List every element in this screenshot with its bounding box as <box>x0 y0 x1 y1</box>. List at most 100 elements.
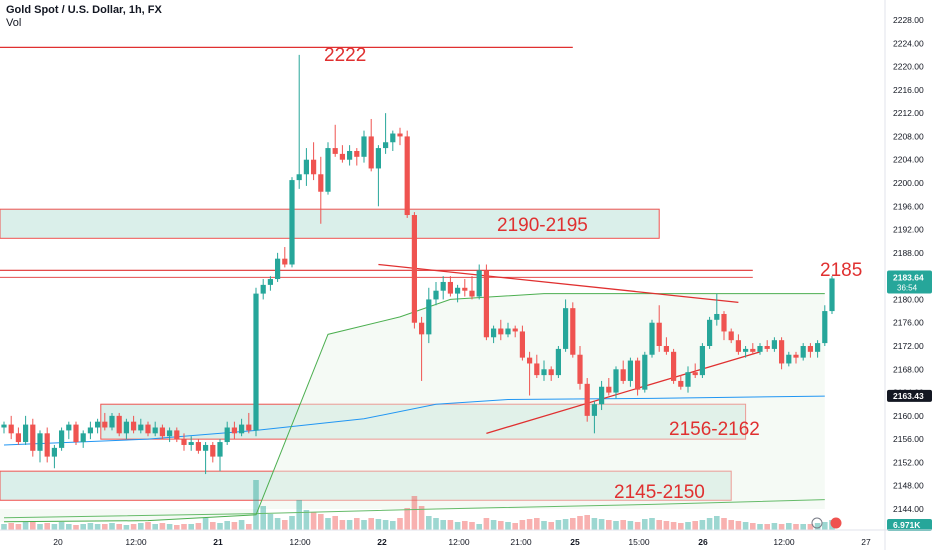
x-tick-label: 12:00 <box>289 537 311 547</box>
volume-bar <box>382 520 389 530</box>
volume-bar <box>742 522 749 530</box>
zone-label-2156-2162: 2156-2162 <box>669 419 760 440</box>
candle-body <box>548 369 554 376</box>
volume-bar <box>109 523 115 530</box>
x-tick-label: 12:00 <box>773 537 795 547</box>
candle-body <box>123 421 129 434</box>
volume-bar <box>296 500 302 530</box>
volume-bar <box>325 518 331 530</box>
y-tick-label: 2224.00 <box>893 38 924 48</box>
level-label-2222: 2222 <box>324 45 366 66</box>
volume-bar <box>202 518 209 530</box>
candle-body <box>649 322 655 355</box>
candle-body <box>807 346 813 352</box>
volume-bar <box>534 518 540 530</box>
volume-bar <box>368 518 374 530</box>
trend-line <box>378 263 739 303</box>
volume-bar <box>490 520 497 530</box>
candle-body <box>642 354 648 390</box>
candle-body <box>267 279 273 285</box>
volume-bar <box>649 518 655 530</box>
y-tick-label: 2212.00 <box>893 108 924 118</box>
zone-label-2145-2150: 2145-2150 <box>614 482 705 503</box>
candle-body <box>375 148 381 169</box>
candle-body <box>505 328 511 335</box>
volume-bar <box>714 516 720 530</box>
volume-bar <box>764 524 770 530</box>
candle-body <box>80 433 86 443</box>
candle-body <box>404 136 410 216</box>
volume-bar <box>505 522 511 530</box>
candle-body <box>685 372 691 387</box>
volume-bar <box>51 524 58 530</box>
volume-bar <box>130 524 137 530</box>
y-tick-label: 2160.00 <box>893 411 924 421</box>
candle-body <box>325 148 331 192</box>
volume-bar <box>469 522 475 530</box>
candle-body <box>527 357 533 364</box>
candle-body <box>757 346 763 352</box>
y-tick-label: 2172.00 <box>893 341 924 351</box>
candle-body <box>87 427 93 434</box>
volume-bar <box>512 523 518 530</box>
volume-bar <box>354 518 360 530</box>
volume-bar <box>210 522 216 530</box>
candle-body <box>627 360 633 381</box>
candle-body <box>138 424 144 431</box>
volume-bar <box>102 524 108 530</box>
candle-body <box>174 430 180 440</box>
volume-bar <box>620 520 626 530</box>
candle-body <box>224 427 230 443</box>
candle-body <box>735 340 741 352</box>
volume-bar <box>404 508 410 530</box>
candle-body <box>59 430 65 448</box>
y-tick-label: 2144.00 <box>893 504 924 514</box>
volume-bar <box>8 523 14 530</box>
candle-body <box>131 421 137 431</box>
y-tick-label: 2148.00 <box>893 481 924 491</box>
candle-body <box>1 424 7 428</box>
volume-bar <box>318 514 324 530</box>
volume-bar <box>433 518 439 530</box>
candle-body <box>613 369 619 393</box>
candle-body <box>469 290 475 297</box>
volume-bar <box>771 523 778 530</box>
candle-body <box>188 442 194 445</box>
candle-body <box>390 133 396 143</box>
zone-label-2190-2195: 2190-2195 <box>497 215 588 236</box>
candle-body <box>599 386 605 405</box>
volume-bar <box>80 524 86 530</box>
candle-body <box>771 340 777 349</box>
volume-bar <box>685 522 691 530</box>
volume-bar <box>397 518 403 530</box>
volume-bar <box>260 506 266 530</box>
candle-body <box>678 380 684 387</box>
volume-bar <box>289 516 295 530</box>
plot-area <box>0 0 885 530</box>
candle-body <box>476 270 482 297</box>
volume-bar <box>807 524 814 530</box>
y-tick-label: 2188.00 <box>893 248 924 258</box>
volume-bar <box>541 521 547 530</box>
volume-bar <box>721 518 727 530</box>
volume-bar <box>519 520 526 530</box>
volume-bar <box>699 520 706 530</box>
candle-body <box>66 424 72 431</box>
y-tick-label: 2152.00 <box>893 457 924 467</box>
volume-bar <box>411 496 418 530</box>
candle-body <box>253 293 259 431</box>
volume-bar <box>44 523 50 530</box>
x-tick-label: 21:00 <box>510 537 532 547</box>
candle-body <box>296 174 302 181</box>
volume-bar <box>750 523 756 530</box>
volume-bar <box>58 522 65 530</box>
y-tick-label: 2168.00 <box>893 364 924 374</box>
candle-body <box>483 270 489 338</box>
volume-bar <box>577 516 583 530</box>
volume-bar <box>152 524 158 530</box>
x-tick-label: 12:00 <box>448 537 470 547</box>
candle-body <box>447 281 453 294</box>
volume-label: Vol <box>6 17 22 29</box>
candle-body <box>289 180 295 265</box>
